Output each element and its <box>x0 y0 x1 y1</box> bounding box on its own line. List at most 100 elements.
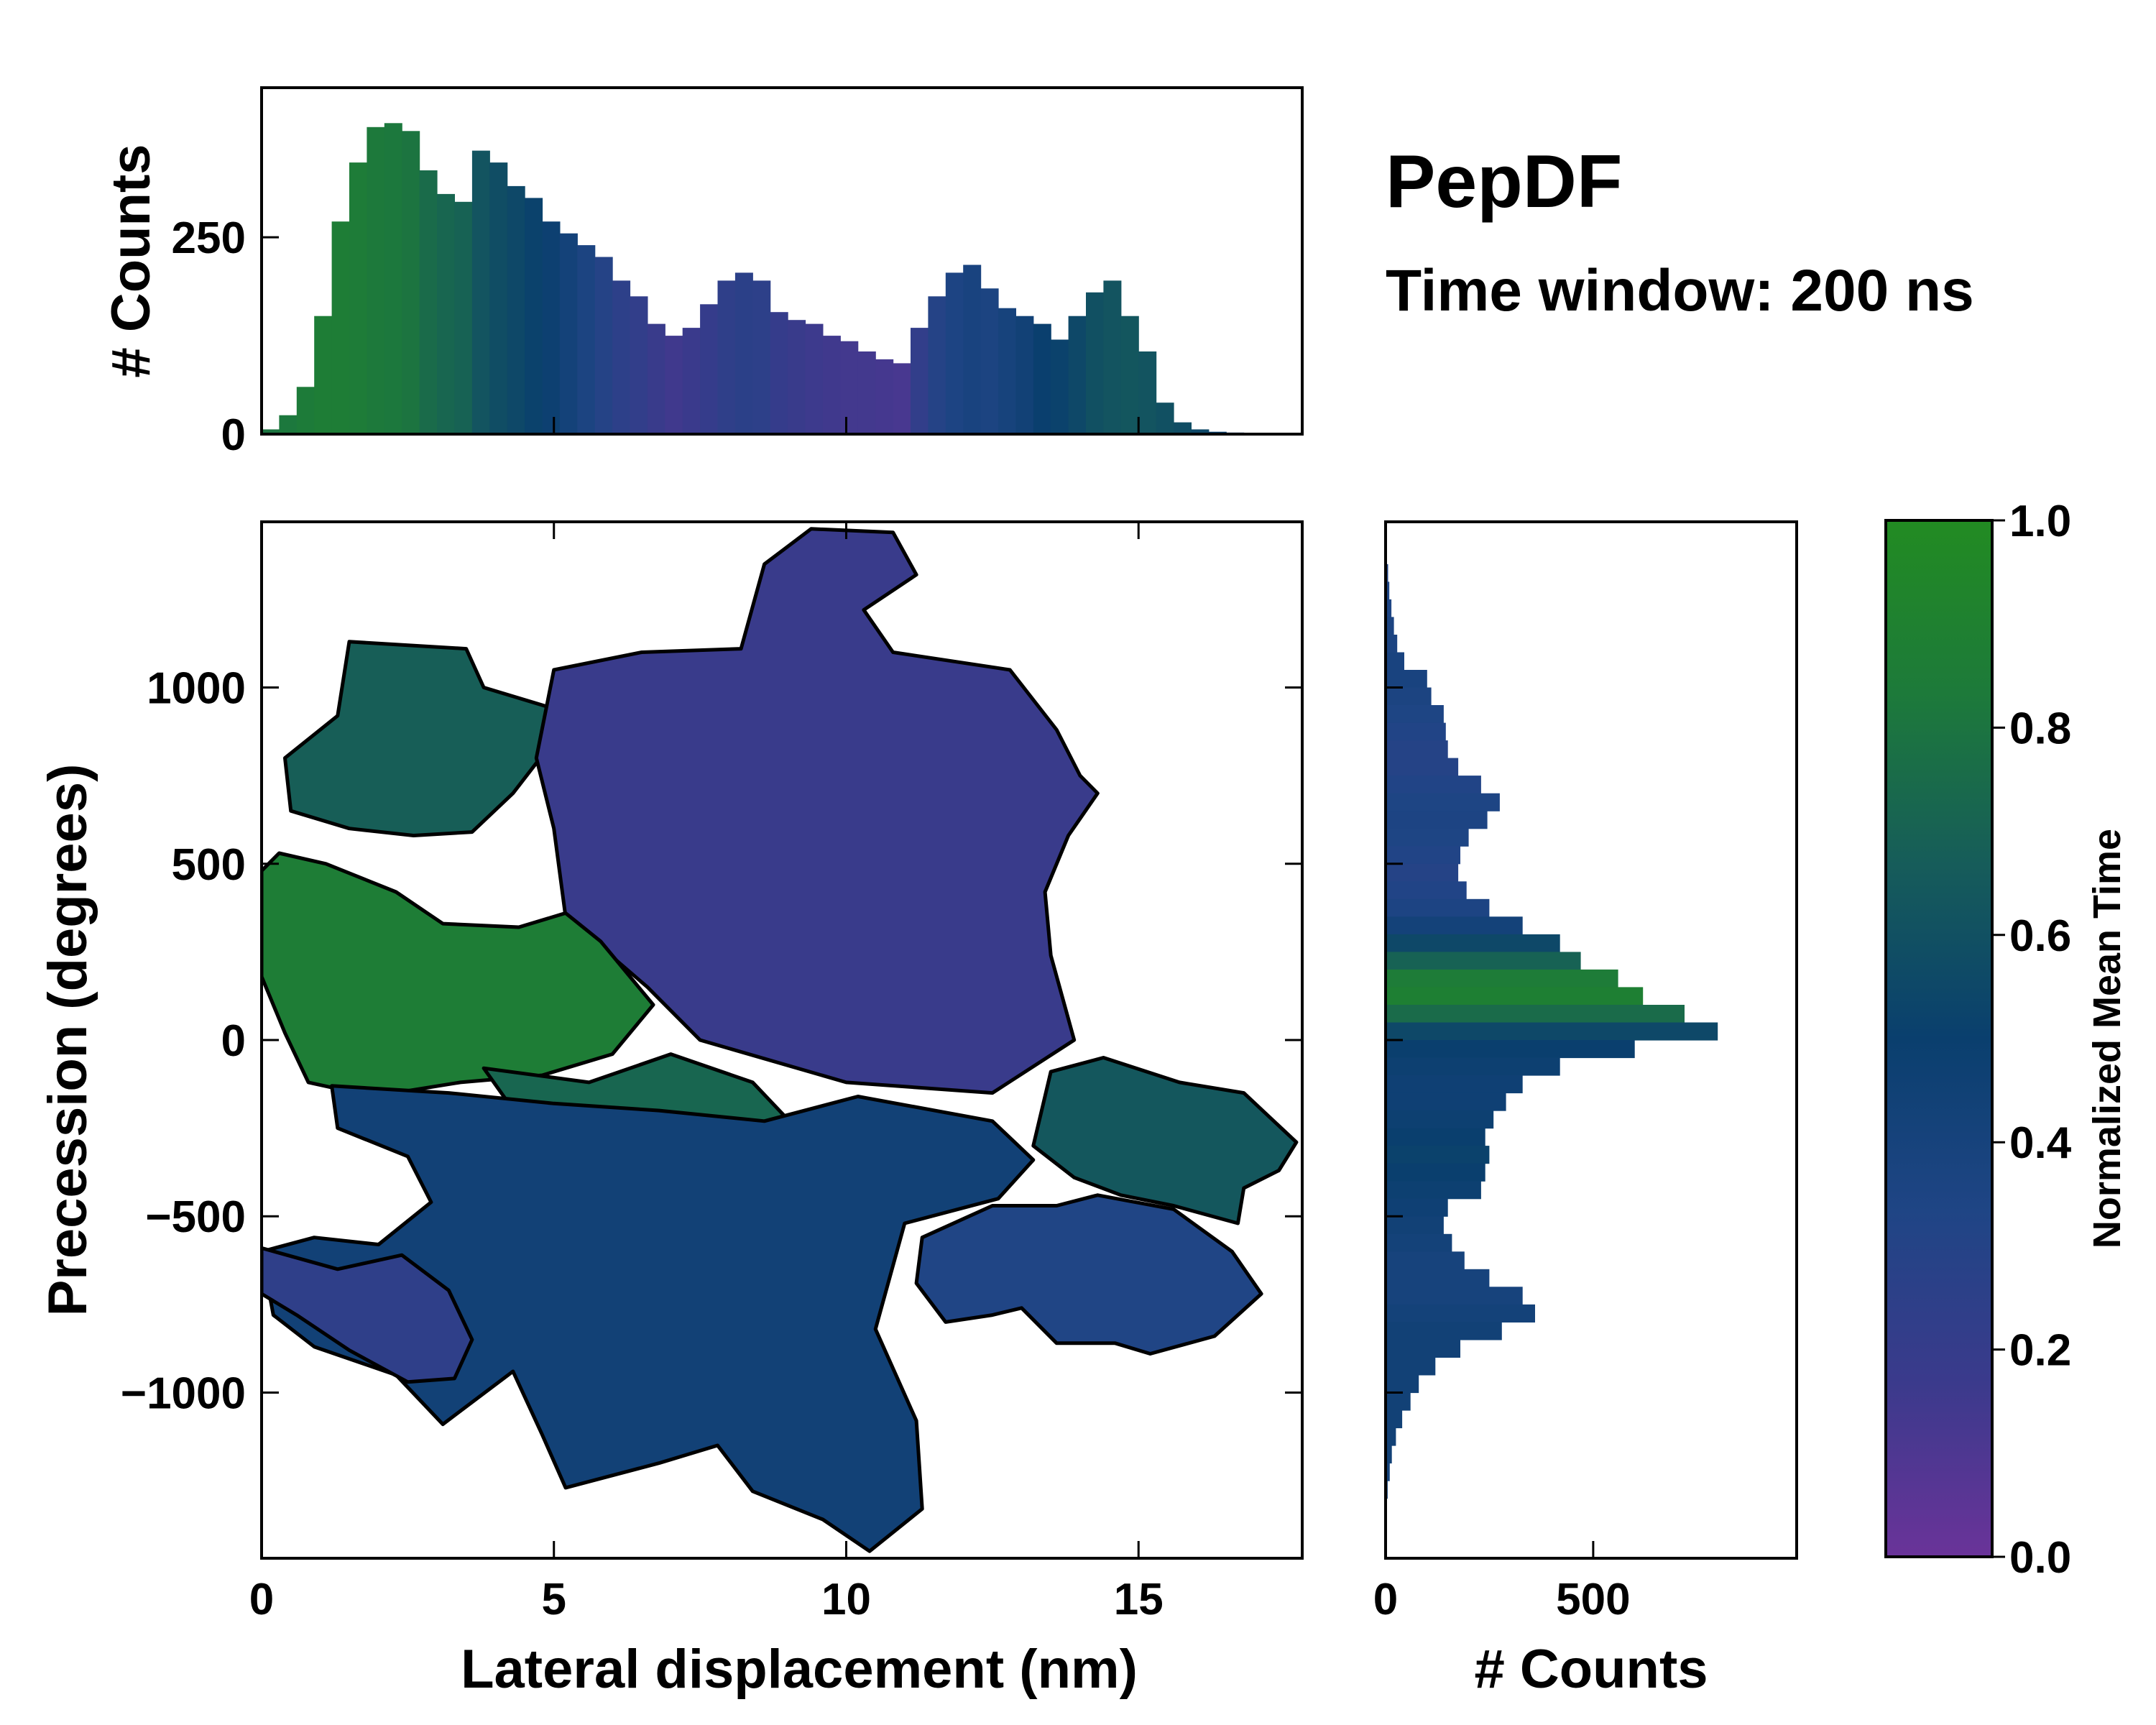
top-histogram-bar <box>525 198 543 434</box>
top-histogram-bar <box>928 296 946 434</box>
right-histogram-bar <box>1386 652 1404 671</box>
right-histogram-bar <box>1386 811 1488 829</box>
colorbar-gradient <box>1886 520 1992 1557</box>
colorbar-tick-label: 0.0 <box>2009 1533 2071 1583</box>
right-histogram-xlabel: # Counts <box>1474 1639 1708 1700</box>
top-histogram-ticks: 0 250 <box>172 213 1140 460</box>
heatmap-xtick-label: 10 <box>821 1575 871 1624</box>
right-histogram-bar <box>1386 1092 1506 1111</box>
right-histogram-bar <box>1386 1410 1403 1429</box>
colorbar-tick-label: 0.8 <box>2009 704 2071 753</box>
chart-title: PepDF <box>1386 140 1622 224</box>
right-histogram-bar <box>1386 1057 1560 1076</box>
top-histogram-bar <box>262 429 280 434</box>
right-histogram-bar <box>1386 1163 1485 1182</box>
right-histogram-bar <box>1386 828 1469 847</box>
right-histogram-bar <box>1386 1322 1502 1340</box>
right-histogram-bar <box>1386 881 1467 900</box>
right-histogram-bar <box>1386 898 1490 917</box>
top-histogram-bar <box>1156 402 1174 434</box>
top-histogram-bar <box>349 162 367 434</box>
top-histogram-bar <box>911 328 929 434</box>
top-histogram-ytick-label: 250 <box>172 213 246 263</box>
right-histogram-bar <box>1386 1040 1635 1059</box>
right-histogram-bar <box>1386 635 1398 653</box>
top-histogram-bar <box>437 193 455 434</box>
right-histogram-bars <box>1386 528 1718 1552</box>
top-histogram-bar <box>1138 351 1157 434</box>
top-histogram-bar <box>630 296 648 434</box>
heatmap-region-left-lower-lobe <box>262 1246 474 1384</box>
right-histogram-bar <box>1386 916 1523 935</box>
right-histogram-bar <box>1386 599 1392 617</box>
heatmap-region-green-left-band <box>262 851 655 1098</box>
top-histogram-bar <box>367 126 385 435</box>
heatmap-ytick-label: 1000 <box>147 664 246 714</box>
top-histogram-bar <box>1068 316 1087 434</box>
right-histogram-bar <box>1386 670 1427 689</box>
right-histogram-bar <box>1386 581 1390 600</box>
top-histogram-bar <box>296 387 315 434</box>
top-histogram-bar <box>1174 422 1192 434</box>
top-histogram-bar <box>822 336 841 434</box>
right-histogram-bar <box>1386 1198 1448 1217</box>
colorbar: 0.0 0.2 0.4 0.6 0.8 1.0 Normalized Mean Time <box>1884 497 2129 1583</box>
top-histogram-bar <box>594 257 613 434</box>
right-histogram-bar <box>1386 863 1459 882</box>
top-histogram-bar <box>1033 323 1051 434</box>
top-histogram-bar <box>507 185 525 434</box>
top-histogram-bar <box>857 351 876 434</box>
right-histogram-bar <box>1386 776 1481 794</box>
right-histogram-bar <box>1386 1287 1523 1305</box>
right-histogram-xtick-label: 0 <box>1373 1575 1398 1624</box>
heatmap-regions <box>262 527 1299 1553</box>
top-histogram-bar <box>402 131 420 435</box>
top-histogram-bar <box>805 323 824 434</box>
top-histogram-bar <box>840 341 859 434</box>
colorbar-tick-label: 0.2 <box>2009 1326 2071 1376</box>
top-histogram-bar <box>963 264 982 434</box>
heatmap-xlabel: Lateral displacement (nm) <box>461 1639 1138 1700</box>
right-histogram-bar <box>1386 1427 1396 1446</box>
heatmap-ytick-label: 0 <box>221 1016 246 1066</box>
right-histogram-bar <box>1386 1445 1392 1464</box>
right-histogram-bar <box>1386 793 1500 811</box>
top-histogram-bar <box>752 280 771 434</box>
heatmap-ytick-label: 500 <box>172 840 246 890</box>
top-histogram-bar <box>945 272 964 434</box>
right-histogram-bar <box>1386 1357 1436 1376</box>
top-histogram-bar <box>1103 280 1122 434</box>
right-histogram-bar <box>1386 1181 1481 1200</box>
top-histogram-bar <box>384 123 402 435</box>
right-histogram-bar <box>1386 687 1432 706</box>
right-histogram-bar <box>1386 969 1618 988</box>
top-histogram-bar <box>1120 316 1139 434</box>
right-histogram-bar <box>1386 758 1459 776</box>
top-histogram-bar <box>665 336 683 434</box>
top-histogram-bar <box>1191 429 1210 434</box>
top-histogram-bar <box>454 201 473 434</box>
heatmap-region-lower-center-basin <box>262 1084 1036 1553</box>
right-histogram-bar <box>1386 722 1446 741</box>
top-histogram-bar <box>1051 339 1069 434</box>
top-histogram-bar <box>542 221 561 434</box>
top-histogram-bar <box>612 280 631 434</box>
colorbar-tick-label: 1.0 <box>2009 497 2071 546</box>
heatmap-region-left-upper-lobe <box>283 640 556 837</box>
top-histogram-bars <box>262 123 1297 435</box>
right-histogram-bar <box>1386 934 1560 952</box>
heatmap-region-right-green-lobe <box>1031 1056 1299 1225</box>
heatmap-xtick-label: 5 <box>541 1575 566 1624</box>
heatmap-region-top-central-blob <box>534 527 1100 1095</box>
top-histogram-bar <box>1086 292 1104 434</box>
right-histogram-bar <box>1386 1463 1390 1481</box>
heatmap-ytick-label: −500 <box>145 1192 246 1242</box>
right-histogram-bar <box>1386 1304 1535 1322</box>
top-histogram-bar <box>279 415 298 434</box>
top-histogram-bar <box>419 170 438 434</box>
heatmap-xtick-label: 15 <box>1114 1575 1164 1624</box>
top-histogram-bar <box>980 288 999 434</box>
right-histogram-bar <box>1386 1269 1490 1287</box>
top-histogram-bar <box>577 245 596 434</box>
